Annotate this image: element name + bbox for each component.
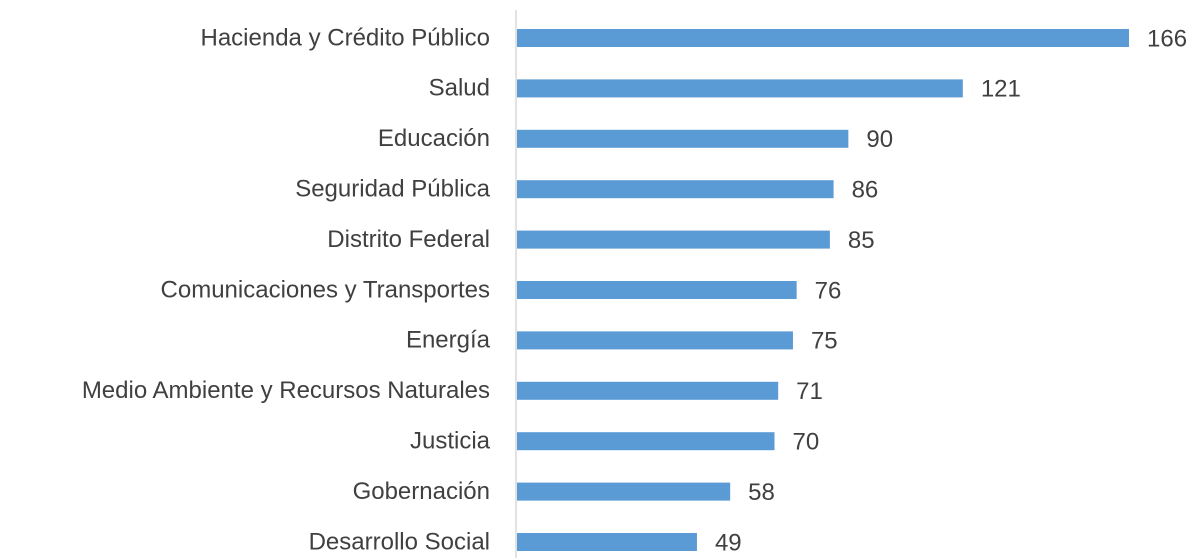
category-label: Seguridad Pública bbox=[295, 176, 490, 203]
bar bbox=[517, 29, 1129, 47]
category-label: Gobernación bbox=[353, 478, 490, 505]
bar bbox=[517, 482, 731, 501]
bar bbox=[517, 281, 797, 299]
data-label: 166 bbox=[1147, 25, 1187, 52]
data-label: 70 bbox=[792, 429, 819, 456]
bar bbox=[517, 79, 963, 98]
data-label: 90 bbox=[866, 126, 893, 153]
bar bbox=[517, 381, 779, 400]
bar bbox=[517, 180, 834, 199]
category-label: Distrito Federal bbox=[327, 226, 490, 253]
data-label: 49 bbox=[715, 529, 742, 556]
category-label: Comunicaciones y Transportes bbox=[161, 276, 490, 303]
data-label: 121 bbox=[981, 76, 1021, 103]
data-label: 71 bbox=[796, 378, 823, 405]
data-label: 75 bbox=[811, 328, 838, 355]
bar bbox=[517, 129, 849, 148]
bar bbox=[517, 230, 830, 249]
data-label: 85 bbox=[848, 227, 875, 254]
bar bbox=[517, 432, 775, 451]
category-label: Educación bbox=[378, 125, 490, 152]
category-label: Energía bbox=[406, 327, 491, 354]
data-label: 58 bbox=[748, 479, 775, 506]
category-label: Hacienda y Crédito Público bbox=[201, 24, 491, 51]
data-label: 86 bbox=[852, 177, 879, 204]
data-label: 76 bbox=[815, 277, 842, 304]
bar bbox=[517, 533, 697, 551]
category-label: Desarrollo Social bbox=[309, 528, 490, 555]
bar bbox=[517, 331, 793, 350]
category-label: Medio Ambiente y Recursos Naturales bbox=[82, 377, 490, 404]
category-label: Salud bbox=[429, 75, 490, 102]
category-label: Justicia bbox=[410, 428, 491, 455]
